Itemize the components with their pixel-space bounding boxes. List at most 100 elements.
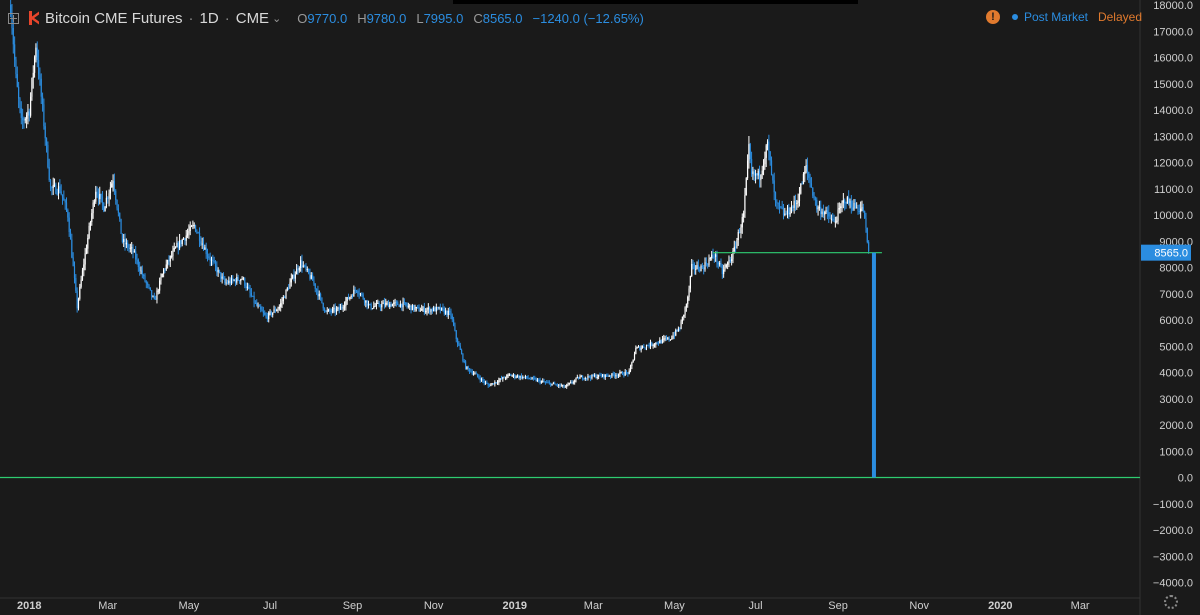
candle-body	[582, 376, 584, 380]
candle-body	[274, 309, 276, 312]
candle-body	[528, 378, 531, 380]
candle-body	[339, 306, 342, 310]
candle-body	[684, 307, 686, 315]
candle-body	[471, 371, 473, 374]
candle-body	[190, 226, 193, 228]
candle-body	[124, 239, 126, 245]
candle-body	[24, 118, 26, 121]
candle-body	[232, 278, 234, 281]
candle-body	[856, 207, 858, 209]
candle-body	[253, 295, 255, 303]
candle-body	[75, 277, 77, 291]
cme-logo-icon	[29, 11, 39, 25]
candle-body	[712, 254, 714, 257]
x-tick-label: Jul	[263, 600, 277, 612]
candle-body	[527, 377, 529, 379]
candle-body	[644, 347, 646, 349]
candle-body	[647, 345, 649, 347]
candle-body	[145, 281, 147, 284]
candle-body	[834, 221, 836, 223]
settings-gear-icon[interactable]	[1164, 595, 1178, 609]
candle-body	[487, 383, 489, 386]
candle-body	[486, 382, 488, 384]
candle-body	[631, 362, 633, 366]
candle-body	[824, 212, 826, 215]
candle-body	[250, 292, 253, 296]
candle-body	[483, 380, 485, 383]
candle-body	[216, 266, 218, 273]
candle-body	[244, 278, 246, 286]
candle-body	[246, 286, 249, 288]
candle-body	[132, 247, 134, 253]
y-tick-label: 17000.0	[1153, 26, 1193, 38]
candle-body	[568, 382, 570, 385]
candle-body	[125, 242, 127, 245]
candle-body	[829, 216, 831, 219]
last-price-badge	[1141, 244, 1191, 261]
candle-body	[507, 374, 509, 376]
candle-body	[653, 344, 656, 346]
candle-body	[161, 273, 163, 278]
expand-icon[interactable]	[8, 12, 19, 24]
candle-body	[355, 290, 358, 292]
candle-body	[353, 289, 355, 297]
candle-body	[756, 173, 758, 176]
candle-body	[723, 269, 725, 275]
candle-body	[739, 231, 741, 233]
candle-body	[248, 286, 250, 289]
candle-body	[365, 300, 367, 303]
candle-body	[100, 193, 102, 197]
candle-body	[366, 300, 368, 306]
candle-body	[437, 307, 439, 309]
candle-body	[752, 171, 754, 174]
warning-icon[interactable]: !	[985, 10, 1000, 24]
candle-body	[611, 373, 613, 377]
candle-body	[52, 184, 54, 188]
candle-body	[342, 307, 344, 309]
candle-body	[455, 330, 457, 339]
candle-body	[463, 360, 465, 362]
candle-body	[749, 144, 751, 159]
candle-body	[725, 264, 727, 268]
candle-body	[429, 307, 431, 313]
candle-body	[88, 225, 90, 238]
candle-body	[841, 202, 843, 207]
candle-body	[777, 202, 779, 204]
candle-body	[588, 375, 590, 378]
candle-body	[99, 193, 101, 200]
candle-body	[304, 265, 306, 267]
candle-body	[500, 378, 503, 380]
candle-body	[160, 277, 162, 281]
candle-body	[139, 267, 141, 272]
candle-body	[506, 375, 508, 379]
candle-body	[575, 378, 577, 381]
candle-body	[782, 208, 785, 216]
candle-body	[776, 201, 778, 203]
candle-body	[637, 346, 640, 348]
symbol-title[interactable]: Bitcoin CME Futures	[45, 9, 183, 27]
last-price-label: 8565.0	[1154, 248, 1188, 260]
candle-body	[801, 183, 803, 185]
candle-body	[797, 200, 799, 203]
candle-body	[431, 309, 433, 312]
candle-body	[341, 306, 343, 308]
chevron-down-icon[interactable]: ⌄	[272, 12, 282, 25]
candle-body	[599, 374, 601, 376]
candle-body	[733, 246, 735, 252]
candle-body	[519, 375, 521, 378]
candle-body	[264, 312, 266, 315]
candle-body	[119, 212, 121, 219]
candle-body	[850, 200, 852, 208]
candle-body	[326, 310, 328, 312]
interval-label[interactable]: 1D	[199, 9, 219, 27]
candle-body	[862, 207, 864, 212]
candle-body	[345, 301, 347, 307]
candle-body	[57, 186, 60, 194]
candle-body	[170, 255, 173, 257]
candle-body	[159, 280, 161, 291]
delayed-label[interactable]: Delayed	[1097, 10, 1142, 24]
candle-body	[176, 242, 178, 248]
open-key: O	[297, 10, 308, 26]
candle-body	[478, 376, 480, 378]
